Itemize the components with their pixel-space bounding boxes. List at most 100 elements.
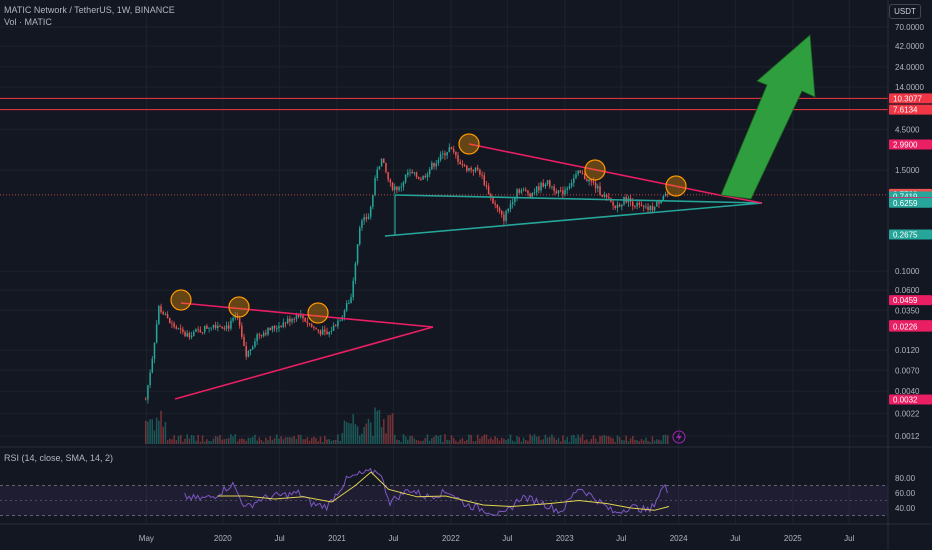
volume-bar — [505, 439, 507, 444]
candle-body — [566, 188, 569, 190]
volume-bar — [664, 434, 667, 444]
candle-body — [439, 154, 442, 161]
candle-body — [426, 174, 429, 178]
volume-bar — [400, 441, 403, 444]
grid — [0, 0, 888, 524]
candle-body — [498, 208, 501, 212]
volume-bar — [160, 410, 162, 444]
candle-body — [256, 334, 258, 342]
candle-body — [562, 190, 564, 195]
candle-body — [361, 220, 363, 228]
volume-bar — [594, 438, 597, 444]
volume-bar — [645, 437, 647, 444]
candle-body — [337, 320, 339, 327]
volume-bar — [251, 436, 254, 444]
candle-body — [374, 177, 376, 196]
candle-body — [404, 174, 407, 183]
candle-body — [660, 200, 662, 204]
volume-bar — [398, 440, 400, 444]
volume-bar — [391, 413, 394, 444]
candle-body — [579, 170, 582, 173]
candle-body — [559, 190, 562, 192]
volume-bar — [636, 440, 638, 444]
candle-body — [505, 211, 507, 221]
candle-body — [367, 216, 370, 219]
candle-body — [603, 194, 606, 197]
candle-body — [258, 334, 261, 336]
candle-body — [190, 335, 193, 338]
candle-body — [267, 327, 269, 335]
volume-bar — [210, 441, 213, 444]
candle-body — [343, 310, 346, 317]
candle-body — [238, 317, 241, 326]
volume-bar — [656, 439, 658, 444]
candle-body — [214, 325, 217, 329]
candle-body — [354, 263, 357, 281]
volume-bar — [291, 437, 293, 444]
rsi-label: RSI (14, close, SMA, 14, 2) — [4, 453, 114, 463]
candle-body — [651, 205, 654, 211]
volume-bar — [238, 438, 241, 444]
touch-point-circle — [228, 296, 250, 318]
rsi-band — [0, 485, 888, 516]
candle-body — [632, 201, 634, 207]
candle-body — [302, 313, 304, 319]
volume-bar — [496, 437, 499, 444]
volume-bar — [662, 435, 665, 444]
candle-body — [182, 329, 184, 332]
volume-bar — [221, 439, 223, 444]
volume-bar — [182, 441, 184, 444]
volume-bar — [168, 438, 171, 444]
volume-bar — [319, 436, 322, 444]
candle-body — [511, 202, 514, 204]
price-axis: 70.0000 42.0000 24.0000 14.0000 4.5000 1.5000… — [887, 0, 924, 550]
volume-bar — [529, 434, 531, 444]
volume-bar — [217, 436, 219, 444]
volume-bar — [359, 435, 361, 444]
candle-body — [514, 196, 516, 203]
volume-bar — [208, 440, 210, 444]
volume-bar — [350, 423, 352, 444]
candle-body — [594, 182, 597, 189]
candle-body — [304, 318, 306, 322]
volume-bar — [326, 439, 328, 444]
volume-bar — [439, 435, 442, 444]
volume-bar — [651, 436, 654, 444]
candle-body — [494, 203, 496, 205]
volume-bar — [542, 439, 544, 444]
volume-bar — [267, 440, 269, 444]
volume-bar — [197, 435, 199, 444]
candle-body — [653, 206, 656, 211]
candle-body — [490, 194, 492, 197]
candle-body — [221, 326, 223, 329]
candle-body — [201, 332, 204, 333]
volume-bar — [420, 441, 422, 444]
pennant-mid-line — [394, 194, 763, 204]
volume-bar — [468, 434, 470, 444]
volume-bar — [625, 435, 627, 444]
candle-body — [413, 172, 416, 174]
volume-bar — [315, 438, 317, 444]
candle-body — [402, 182, 405, 187]
candle-body — [481, 174, 483, 176]
lightning-icon[interactable] — [672, 430, 686, 444]
candle-body — [520, 190, 523, 193]
time-tick-label: 2024 — [670, 534, 688, 543]
candle-body — [376, 169, 379, 178]
volume-bar — [568, 441, 571, 444]
volume-bar — [629, 438, 632, 444]
candle-body — [225, 325, 228, 329]
price-tick-label: 42.0000 — [895, 42, 924, 51]
candle-body — [153, 342, 156, 359]
currency-unit-button[interactable]: USDT — [889, 4, 921, 19]
volume-bar — [476, 434, 479, 444]
candle-body — [269, 327, 271, 331]
volume-bar — [282, 439, 285, 444]
volume-bar — [361, 433, 363, 444]
chart-title: MATIC Network / TetherUS, 1W, BINANCE — [4, 5, 175, 15]
candle-body — [363, 217, 365, 221]
candle-body — [177, 328, 180, 330]
volume-bar — [321, 441, 324, 444]
